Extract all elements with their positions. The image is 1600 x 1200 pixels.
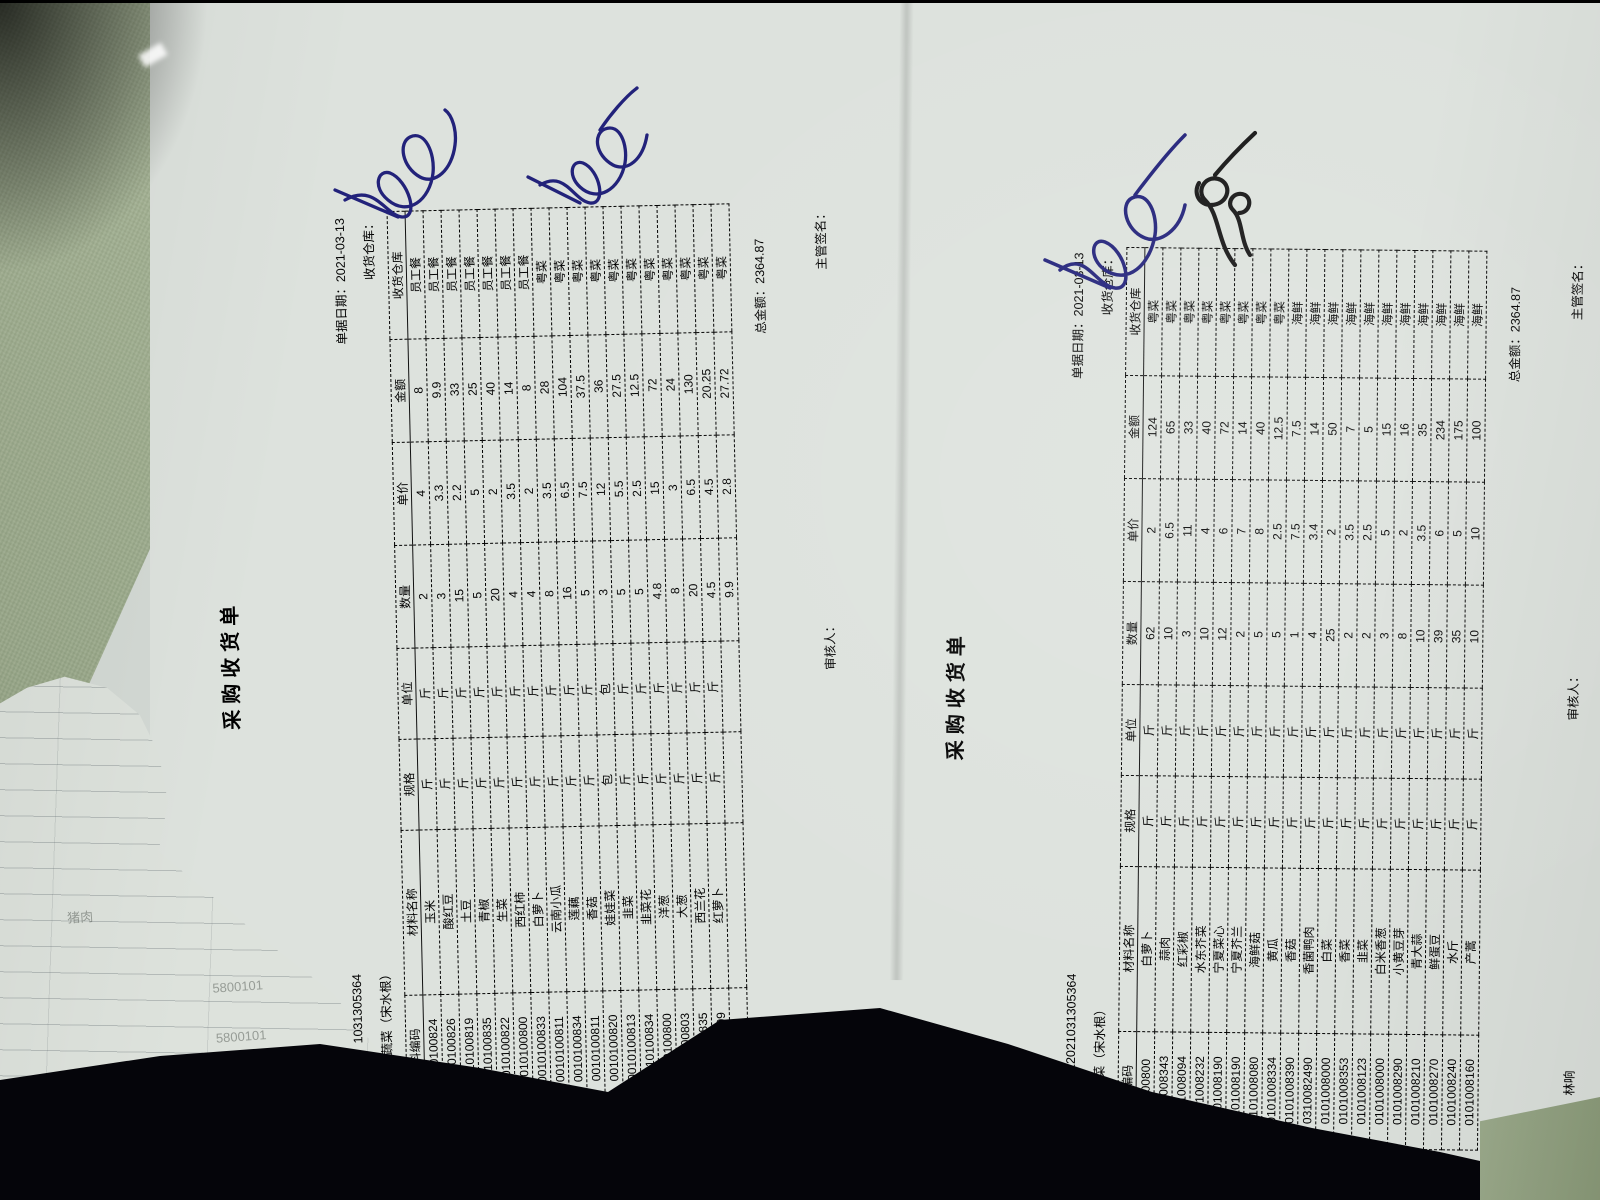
svg-text:猪肉: 猪肉 [67, 909, 94, 926]
